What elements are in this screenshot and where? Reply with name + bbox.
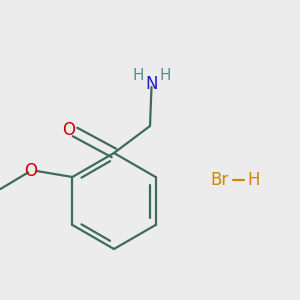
Text: H: H [132,68,144,82]
Text: H: H [247,171,260,189]
Text: Br: Br [210,171,228,189]
Text: O: O [25,162,38,180]
Text: O: O [62,122,75,140]
Text: N: N [145,75,158,93]
Text: H: H [159,68,171,82]
